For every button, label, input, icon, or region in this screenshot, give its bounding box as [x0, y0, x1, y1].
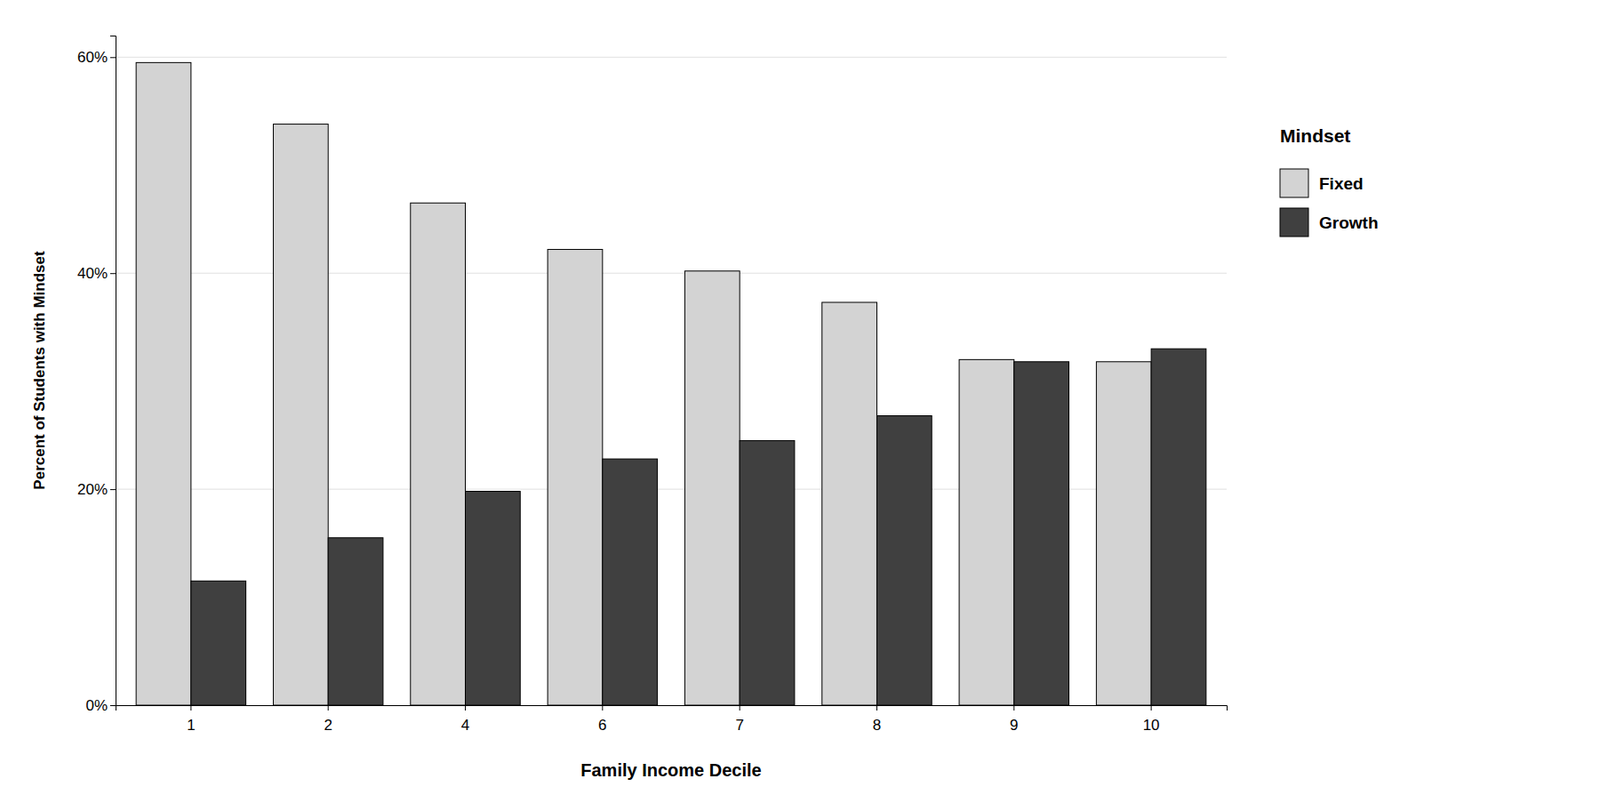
y-tick: 20% [77, 480, 116, 498]
bar [328, 537, 384, 705]
bar [136, 62, 192, 705]
grid-line [115, 56, 1227, 58]
y-tick-label: 20% [77, 480, 108, 498]
x-axis: 1 2 4 6 7 8 9 10 [116, 704, 1228, 734]
x-tick-mark [876, 704, 878, 711]
legend-title: Mindset [1280, 125, 1351, 146]
x-tick: 9 [1009, 704, 1018, 734]
x-tick: 6 [598, 704, 607, 734]
bar [739, 440, 795, 705]
x-tick-label: 6 [598, 716, 607, 734]
y-tick-mark [110, 56, 116, 58]
bar [547, 248, 603, 705]
x-tick-mark [739, 704, 741, 711]
y-tick-label: 0% [85, 696, 108, 714]
x-tick-label: 9 [1009, 716, 1018, 734]
x-tick: 1 [186, 704, 195, 734]
bars [136, 62, 1207, 705]
x-tick-mark [1013, 704, 1015, 711]
bar-series [191, 348, 1207, 705]
legend: Mindset Fixed Growth [1280, 125, 1379, 237]
x-tick: 7 [735, 704, 744, 734]
bar-series [136, 62, 1152, 705]
chart: 1 2 4 6 7 8 9 10 0% 20% 40% 60% Family Income Decile… [0, 0, 1600, 803]
x-tick-mark [601, 704, 603, 711]
x-tick: 4 [461, 704, 470, 734]
bar [602, 458, 658, 705]
plot: 1 2 4 6 7 8 9 10 0% 20% 40% 60% [77, 36, 1228, 734]
x-tick-label: 7 [735, 716, 744, 734]
x-tick-mark [1151, 704, 1152, 711]
bar [1151, 348, 1207, 705]
y-axis-line [110, 36, 117, 706]
bar [876, 416, 932, 705]
x-tick-label: 8 [872, 716, 881, 734]
bar [1096, 361, 1152, 705]
legend-item: Fixed [1280, 168, 1364, 198]
y-tick: 60% [77, 48, 116, 66]
x-tick-label: 4 [461, 716, 470, 734]
legend-label: Fixed [1319, 174, 1364, 193]
y-tick-label: 60% [77, 48, 108, 66]
y-axis: 0% 20% 40% 60% [77, 36, 117, 714]
y-axis-title: Percent of Students with Mindset [31, 250, 48, 490]
bar [1014, 361, 1070, 705]
grid [115, 56, 1227, 705]
bar [272, 124, 328, 705]
x-axis-line [116, 705, 1228, 712]
x-tick-mark [464, 704, 466, 711]
x-tick: 8 [872, 704, 881, 734]
legend-swatch [1280, 208, 1309, 237]
y-tick-mark [110, 488, 116, 490]
x-tick-label: 10 [1143, 716, 1160, 734]
bar [959, 359, 1015, 705]
y-tick: 40% [77, 264, 116, 282]
x-tick: 2 [323, 704, 332, 734]
bar [822, 302, 878, 705]
x-tick: 10 [1143, 704, 1160, 734]
y-tick-label: 40% [77, 264, 108, 282]
x-axis-title: Family Income Decile [580, 760, 761, 780]
y-tick-mark [110, 272, 116, 274]
bar [465, 491, 521, 705]
x-tick-mark [190, 704, 192, 711]
x-tick-label: 2 [323, 716, 332, 734]
legend-label: Growth [1319, 213, 1379, 232]
x-tick-label: 1 [186, 716, 195, 734]
legend-swatch [1280, 168, 1309, 198]
y-tick: 0% [85, 696, 116, 714]
legend-item: Growth [1280, 208, 1379, 237]
bar [684, 271, 740, 705]
bar [191, 580, 247, 705]
bar [410, 202, 466, 705]
x-tick-mark [328, 704, 329, 711]
y-tick-mark [110, 704, 116, 706]
